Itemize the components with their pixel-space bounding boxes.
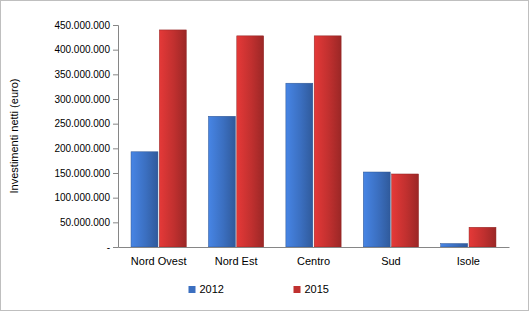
y-tick-mark — [113, 173, 118, 174]
x-tick-label: Centro — [297, 255, 330, 267]
bar — [159, 30, 186, 247]
y-tick-label: 250.000.000 — [54, 118, 110, 129]
y-tick: 300.000.000 — [54, 94, 118, 105]
x-tick-label: Isole — [457, 255, 480, 267]
chart-border — [1, 1, 529, 311]
y-tick-label: 300.000.000 — [54, 94, 110, 105]
legend-item: 2012 — [189, 283, 224, 295]
x-tick: Sud — [381, 247, 401, 267]
bar — [286, 83, 313, 247]
y-tick-label: - — [107, 242, 110, 253]
y-tick: 100.000.000 — [54, 192, 118, 203]
y-axis-title: Investimenti netti (euro) — [8, 79, 20, 194]
y-tick: 200.000.000 — [54, 143, 118, 154]
y-tick-label: 150.000.000 — [54, 168, 110, 179]
bars — [131, 30, 496, 247]
x-tick: Isole — [457, 247, 480, 267]
y-tick-label: 400.000.000 — [54, 44, 110, 55]
y-tick-mark — [113, 247, 118, 248]
x-tick-label: Nord Ovest — [131, 255, 187, 267]
bar — [392, 174, 419, 247]
legend: 2012 2015 — [189, 283, 329, 295]
x-tick: Nord Ovest — [131, 247, 187, 267]
x-tick-label: Sud — [381, 255, 401, 267]
y-tick-mark — [113, 222, 118, 223]
y-tick: 150.000.000 — [54, 168, 118, 179]
y-tick: - — [107, 242, 118, 253]
bar — [469, 227, 496, 247]
bar — [208, 116, 235, 247]
bar — [363, 172, 390, 247]
legend-label: 2012 — [200, 283, 224, 295]
bar — [237, 36, 264, 247]
chart: - 50.000.000 100.000.000 150.000.000 200.000… — [0, 0, 529, 311]
y-tick: 250.000.000 — [54, 118, 118, 129]
y-axis: - 50.000.000 100.000.000 150.000.000 200.000… — [54, 20, 118, 253]
y-tick-mark — [113, 74, 118, 75]
y-tick-label: 350.000.000 — [54, 69, 110, 80]
x-axis: Nord Ovest Nord Est Centro Sud Isole — [119, 247, 510, 267]
y-tick-mark — [113, 99, 118, 100]
x-tick: Nord Est — [215, 247, 258, 267]
bar — [314, 36, 341, 247]
legend-item: 2015 — [294, 283, 329, 295]
x-axis-line — [119, 247, 510, 248]
bar — [441, 244, 468, 247]
y-tick: 450.000.000 — [54, 20, 118, 31]
y-tick-label: 50.000.000 — [60, 217, 110, 228]
y-tick-mark — [113, 124, 118, 125]
y-tick: 400.000.000 — [54, 44, 118, 55]
plot: - 50.000.000 100.000.000 150.000.000 200.000… — [54, 20, 509, 267]
y-axis-line — [113, 26, 119, 248]
legend-swatch — [189, 286, 196, 293]
legend-label: 2015 — [305, 283, 329, 295]
x-tick: Centro — [297, 247, 330, 267]
legend-swatch — [294, 286, 301, 293]
bar — [131, 152, 158, 247]
y-tick-mark — [113, 25, 118, 26]
series-bars — [159, 30, 496, 247]
y-tick: 350.000.000 — [54, 69, 118, 80]
y-tick-mark — [113, 198, 118, 199]
y-tick-mark — [113, 50, 118, 51]
y-tick-mark — [113, 148, 118, 149]
y-tick-label: 200.000.000 — [54, 143, 110, 154]
y-tick-label: 100.000.000 — [54, 192, 110, 203]
y-tick-label: 450.000.000 — [54, 20, 110, 31]
y-tick: 50.000.000 — [60, 217, 118, 228]
x-tick-label: Nord Est — [215, 255, 258, 267]
